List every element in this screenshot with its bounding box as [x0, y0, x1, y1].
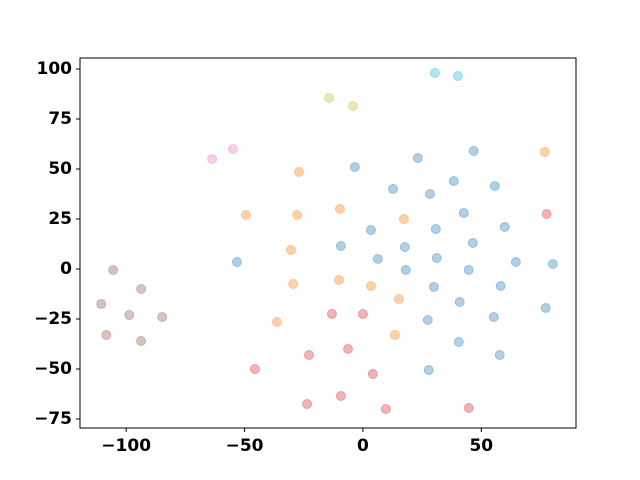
point: [423, 365, 434, 375]
point: [389, 330, 400, 340]
point: [124, 310, 135, 320]
point: [347, 101, 358, 111]
point: [452, 71, 463, 81]
point: [249, 364, 260, 374]
point: [343, 344, 354, 354]
point: [453, 337, 464, 347]
point: [380, 404, 391, 414]
point: [494, 350, 505, 360]
point: [303, 350, 314, 360]
point: [398, 214, 409, 224]
point: [293, 167, 304, 177]
point: [324, 93, 335, 103]
point: [136, 284, 147, 294]
point: [108, 265, 119, 275]
point: [399, 242, 410, 252]
point: [349, 162, 360, 172]
point: [463, 403, 474, 413]
point: [335, 391, 346, 401]
point: [227, 144, 238, 154]
point: [468, 146, 479, 156]
point: [357, 309, 368, 319]
point: [540, 303, 551, 313]
y-tick-label: −25: [34, 309, 72, 329]
point: [495, 281, 506, 291]
point: [372, 254, 383, 264]
y-tick-label: 0: [60, 259, 72, 279]
point: [424, 189, 435, 199]
point: [207, 154, 218, 164]
point: [157, 312, 168, 322]
point: [499, 222, 510, 232]
y-tick-label: 25: [48, 209, 72, 229]
point: [541, 209, 552, 219]
y-tick-label: −75: [34, 409, 72, 429]
point: [96, 299, 107, 309]
x-tick-label: −100: [101, 436, 151, 456]
point: [467, 238, 478, 248]
point: [285, 245, 296, 255]
point: [547, 259, 558, 269]
y-tick-label: 100: [37, 59, 73, 79]
point: [510, 257, 521, 267]
point: [365, 281, 376, 291]
y-tick-label: 50: [48, 159, 72, 179]
point: [367, 369, 378, 379]
point: [231, 257, 242, 267]
y-tick-label: 75: [48, 109, 72, 129]
point: [334, 204, 345, 214]
point: [428, 282, 439, 292]
x-tick-label: 0: [357, 436, 369, 456]
point: [488, 312, 499, 322]
point: [292, 210, 303, 220]
point: [448, 176, 459, 186]
point: [489, 181, 500, 191]
point: [412, 153, 423, 163]
point: [458, 208, 469, 218]
point: [101, 330, 112, 340]
point: [430, 224, 441, 234]
point: [539, 147, 550, 157]
point: [326, 309, 337, 319]
point: [302, 399, 313, 409]
point: [400, 265, 411, 275]
y-tick-label: −50: [34, 359, 72, 379]
point: [271, 317, 282, 327]
point: [334, 275, 345, 285]
point: [387, 184, 398, 194]
point: [429, 68, 440, 78]
point: [136, 336, 147, 346]
point: [393, 294, 404, 304]
axes-frame: [79, 57, 577, 429]
point: [365, 225, 376, 235]
point: [422, 315, 433, 325]
point: [454, 297, 465, 307]
point: [431, 253, 442, 263]
x-tick-label: −50: [226, 436, 264, 456]
x-tick-label: 50: [469, 436, 493, 456]
point: [335, 241, 346, 251]
point: [288, 279, 299, 289]
point: [240, 210, 251, 220]
point: [463, 265, 474, 275]
